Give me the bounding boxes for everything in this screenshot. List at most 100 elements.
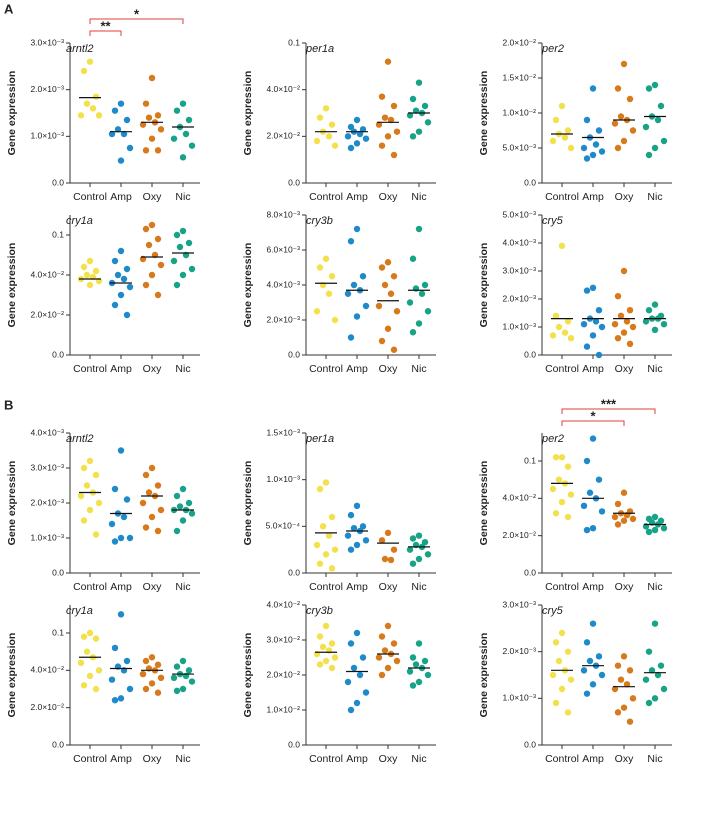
data-dot bbox=[325, 532, 333, 539]
data-dot bbox=[583, 343, 591, 350]
y-axis-label: Gene expression bbox=[478, 633, 490, 718]
data-dot bbox=[92, 635, 100, 642]
data-dot bbox=[415, 555, 423, 563]
data-dot bbox=[558, 685, 566, 693]
data-dot bbox=[117, 291, 125, 299]
data-dot bbox=[111, 697, 119, 704]
data-dot bbox=[353, 699, 361, 707]
x-tick-label: Control bbox=[73, 581, 107, 593]
panel-label: A bbox=[4, 1, 14, 16]
x-tick-label: Oxy bbox=[379, 753, 398, 765]
data-dot bbox=[552, 510, 560, 517]
data-dot bbox=[393, 308, 401, 315]
data-dot bbox=[595, 653, 603, 660]
data-dot bbox=[589, 620, 597, 627]
data-dot bbox=[157, 674, 165, 681]
y-tick-label: 0.1 bbox=[288, 37, 300, 47]
data-dot bbox=[406, 668, 414, 675]
data-dot bbox=[564, 709, 572, 716]
data-dot bbox=[583, 457, 591, 465]
data-dot bbox=[390, 640, 398, 647]
data-dot bbox=[328, 513, 336, 521]
data-dot bbox=[421, 539, 429, 546]
data-dot bbox=[126, 534, 134, 542]
data-dot bbox=[117, 695, 125, 702]
data-dot bbox=[589, 85, 597, 92]
y-tick-label: 5.0×10⁻⁴ bbox=[266, 521, 301, 531]
gene-name: per1a bbox=[305, 433, 334, 445]
y-tick-label: 2.0×10⁻² bbox=[30, 702, 64, 712]
data-dot bbox=[142, 225, 150, 233]
data-dot bbox=[598, 671, 606, 679]
data-dot bbox=[331, 654, 339, 661]
x-tick-label: Amp bbox=[346, 363, 368, 375]
gene-name: cry5 bbox=[542, 605, 564, 617]
data-dot bbox=[347, 546, 355, 553]
x-tick-label: Amp bbox=[582, 581, 604, 593]
y-tick-label: 4.0×10⁻² bbox=[30, 665, 64, 675]
y-tick-label: 1.0×10⁻³ bbox=[30, 131, 64, 141]
data-dot bbox=[561, 134, 569, 141]
data-dot bbox=[409, 560, 417, 567]
data-dot bbox=[316, 560, 324, 567]
data-dot bbox=[185, 499, 193, 507]
data-dot bbox=[623, 681, 631, 688]
data-dot bbox=[179, 517, 187, 524]
data-dot bbox=[313, 308, 321, 315]
y-tick-label: 1.0×10⁻² bbox=[266, 704, 300, 714]
gene-name: per2 bbox=[541, 43, 564, 55]
x-tick-label: Nic bbox=[411, 753, 426, 765]
y-tick-label: 1.5×10⁻² bbox=[502, 72, 536, 82]
data-dot bbox=[77, 492, 85, 500]
data-dot bbox=[660, 137, 668, 145]
data-dot bbox=[353, 541, 361, 549]
data-dot bbox=[549, 137, 557, 145]
x-tick-label: Amp bbox=[582, 753, 604, 765]
data-dot bbox=[564, 513, 572, 521]
significance-stars: * bbox=[134, 6, 140, 21]
data-dot bbox=[182, 130, 190, 138]
y-tick-label: 3.0×10⁻³ bbox=[30, 462, 64, 472]
data-dot bbox=[111, 107, 119, 114]
data-dot bbox=[179, 485, 187, 493]
data-dot bbox=[552, 699, 560, 707]
y-tick-label: 0.0 bbox=[524, 177, 536, 187]
data-dot bbox=[384, 133, 392, 140]
data-dot bbox=[381, 555, 389, 563]
y-tick-label: 2.0×10⁻² bbox=[502, 37, 536, 47]
data-dot bbox=[558, 498, 566, 506]
y-tick-label: 2.0×10⁻² bbox=[502, 530, 536, 540]
data-dot bbox=[564, 463, 572, 470]
x-tick-label: Control bbox=[73, 191, 107, 203]
data-dot bbox=[629, 515, 637, 523]
x-tick-label: Oxy bbox=[615, 363, 634, 375]
data-dot bbox=[384, 259, 392, 266]
data-dot bbox=[390, 151, 398, 159]
data-dot bbox=[331, 546, 339, 553]
data-dot bbox=[83, 482, 91, 489]
data-dot bbox=[328, 640, 336, 647]
data-dot bbox=[148, 654, 156, 661]
data-dot bbox=[328, 664, 336, 672]
x-tick-label: Nic bbox=[175, 191, 190, 203]
x-tick-label: Control bbox=[309, 363, 343, 375]
data-dot bbox=[614, 709, 622, 716]
data-dot bbox=[111, 257, 119, 265]
data-dot bbox=[328, 565, 336, 572]
data-dot bbox=[564, 648, 572, 655]
y-tick-label: 0.0 bbox=[52, 177, 64, 187]
data-dot bbox=[80, 67, 88, 75]
data-dot bbox=[629, 127, 637, 134]
data-dot bbox=[384, 664, 392, 672]
data-dot bbox=[620, 329, 628, 336]
data-dot bbox=[580, 144, 588, 152]
data-dot bbox=[148, 513, 156, 521]
x-tick-label: Amp bbox=[346, 581, 368, 593]
data-dot bbox=[145, 241, 153, 249]
data-dot bbox=[92, 471, 100, 479]
data-dot bbox=[611, 321, 619, 328]
data-dot bbox=[316, 114, 324, 121]
data-dot bbox=[586, 489, 594, 496]
data-dot bbox=[123, 657, 131, 665]
